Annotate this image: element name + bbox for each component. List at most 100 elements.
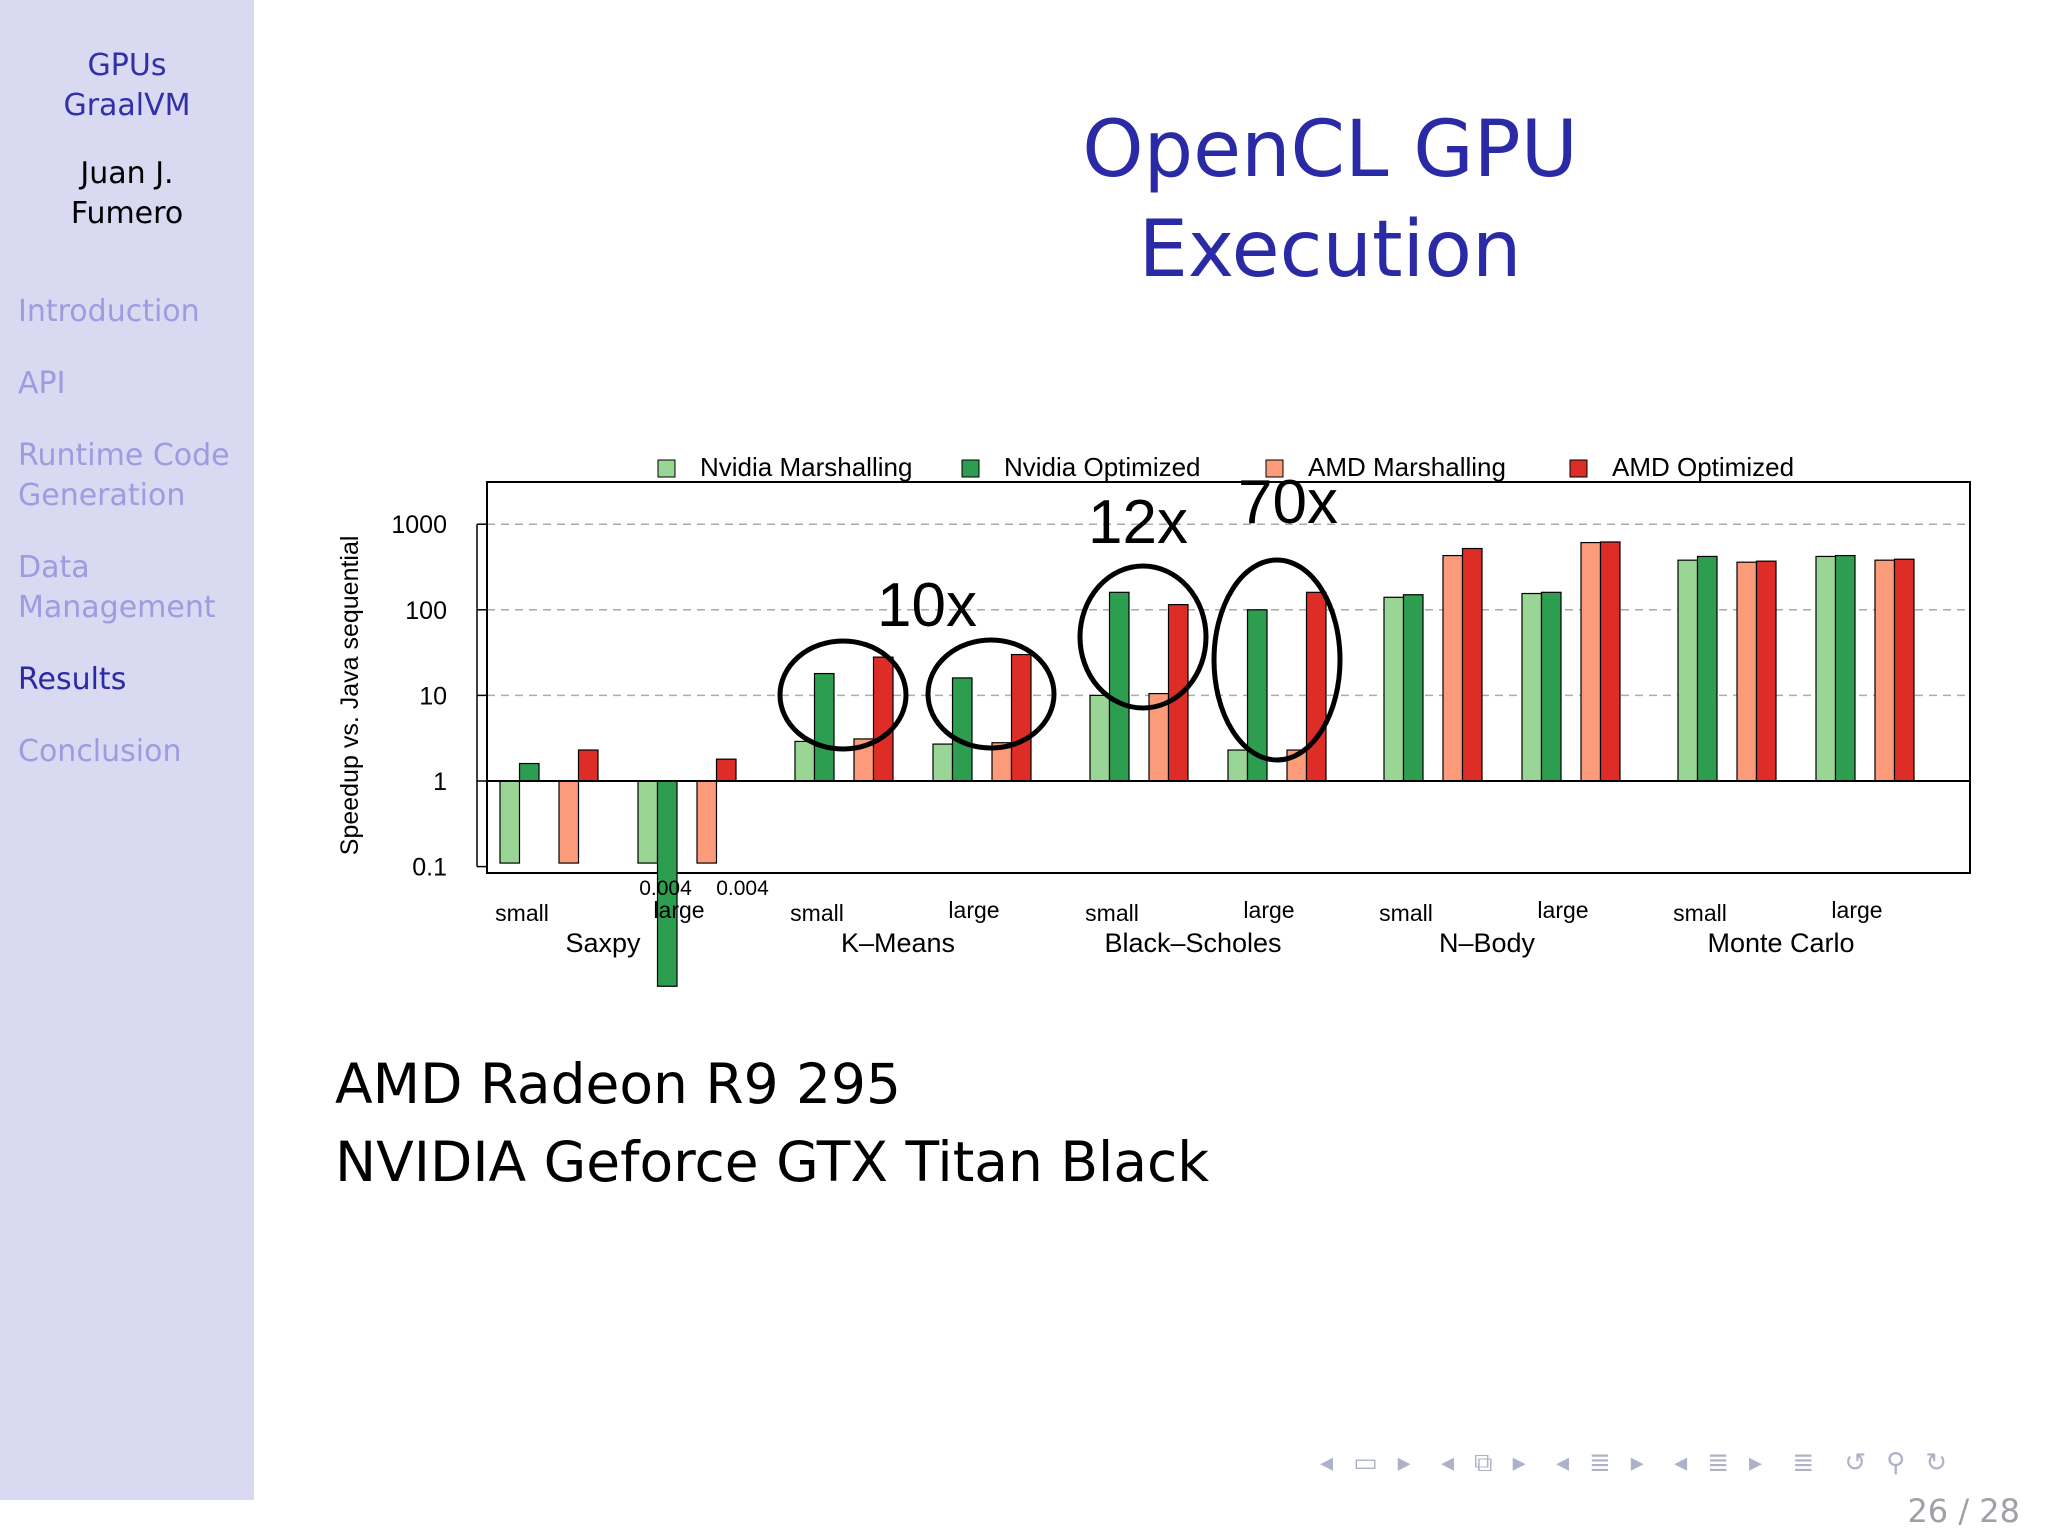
bar	[794, 740, 816, 782]
subsection-prev-icon[interactable]: ◂	[1440, 1448, 1457, 1478]
bar	[1010, 653, 1032, 782]
x-size-label: small	[1379, 900, 1433, 926]
bar	[1874, 559, 1896, 782]
bar-value-label: 0.004	[639, 877, 692, 900]
y-tick-label: 10	[419, 682, 447, 710]
bar	[1815, 555, 1837, 782]
bar	[637, 780, 659, 864]
x-group-label: K–Means	[841, 928, 955, 958]
x-size-label: small	[1085, 900, 1139, 926]
sidebar: GPUs GraalVM Juan J. Fumero Introduction…	[0, 0, 254, 1500]
annotation-label: 12x	[1088, 488, 1188, 557]
x-group-label: N–Body	[1439, 928, 1536, 958]
x-size-label: large	[1243, 897, 1294, 923]
page-number: 26 / 28	[1907, 1492, 2020, 1530]
y-axis-label: Speedup vs. Java sequential	[336, 536, 364, 856]
frame-prev-icon[interactable]: ◂	[1320, 1448, 1336, 1478]
gpu-line-nvidia: NVIDIA Geforce GTX Titan Black	[335, 1130, 1210, 1194]
title-line: GPUs	[87, 48, 167, 83]
bar	[1227, 749, 1249, 782]
bar	[1736, 561, 1758, 782]
x-group-label: Black–Scholes	[1104, 928, 1281, 958]
toc-next-icon[interactable]: ▸	[1748, 1448, 1765, 1478]
gpu-line-amd: AMD Radeon R9 295	[335, 1052, 902, 1116]
nav-item-data-management[interactable]: Data Management	[18, 548, 216, 628]
x-size-label: large	[1537, 897, 1588, 923]
bar	[1580, 541, 1602, 782]
presentation-title[interactable]: GPUs GraalVM	[0, 46, 254, 126]
toc-icon[interactable]: ≣	[1707, 1448, 1731, 1478]
y-tick-label: 0.1	[412, 854, 447, 882]
align-icon[interactable]: ≣	[1792, 1448, 1817, 1478]
bar-value-label: 0.004	[716, 877, 769, 900]
bar	[1834, 554, 1856, 782]
speedup-chart: Nvidia Marshalling Nvidia Optimized AMD Ma…	[336, 452, 1971, 987]
x-group-label: Saxpy	[565, 928, 641, 958]
nav-item-api[interactable]: API	[18, 366, 66, 401]
bar	[499, 780, 521, 864]
bar	[1305, 591, 1327, 782]
bar	[696, 780, 718, 864]
x-size-label: small	[790, 900, 844, 926]
x-group-label: Monte Carlo	[1707, 928, 1854, 958]
bar	[715, 758, 737, 782]
bar	[932, 743, 954, 782]
search-icon[interactable]: ⚲	[1886, 1448, 1908, 1478]
nav-item-conclusion[interactable]: Conclusion	[18, 734, 182, 769]
author-line: Juan J.	[80, 156, 174, 191]
highlight-circle	[1077, 563, 1209, 711]
bar	[1521, 592, 1543, 782]
bar	[1677, 559, 1699, 782]
x-size-label: large	[1831, 897, 1882, 923]
toc-prev-icon[interactable]: ◂	[1674, 1448, 1690, 1478]
legend-swatch	[1265, 459, 1284, 478]
subsection-icon[interactable]: ⧉	[1474, 1448, 1495, 1478]
y-tick-label: 1	[433, 768, 447, 796]
subsection-next-icon[interactable]: ▸	[1512, 1448, 1528, 1478]
bar	[1383, 596, 1405, 782]
nav-item-introduction[interactable]: Introduction	[18, 294, 200, 329]
legend-swatch	[961, 459, 980, 478]
nav-item-results[interactable]: Results	[18, 662, 127, 697]
nav-item-label: Management	[18, 590, 216, 625]
frame-next-icon[interactable]: ▸	[1397, 1448, 1413, 1478]
legend-label: AMD Optimized	[1612, 452, 1794, 482]
author-line: Fumero	[70, 196, 184, 231]
section-next-icon[interactable]: ▸	[1630, 1448, 1646, 1478]
nav-item-label: Generation	[18, 478, 186, 513]
frame-icon[interactable]: ▭	[1353, 1448, 1380, 1478]
nav-item-runtime-code-generation[interactable]: Runtime Code Generation	[18, 436, 230, 516]
gpu-list: AMD Radeon R9 295 NVIDIA Geforce GTX Tit…	[335, 1045, 1209, 1201]
legend-label: Nvidia Marshalling	[700, 452, 912, 482]
bar	[872, 656, 894, 782]
annotation-label: 10x	[877, 571, 977, 640]
bar	[1402, 594, 1424, 782]
legend-swatch	[1569, 459, 1588, 478]
beamer-navigation: ◂ ▭ ▸ ◂ ⧉ ▸ ◂ ≣ ▸ ◂ ≣ ▸ ≣ ↺ ⚲ ↻	[1320, 1448, 1967, 1479]
nav-item-label: Data	[18, 550, 90, 585]
bar	[558, 780, 580, 864]
highlight-circle	[925, 637, 1057, 751]
bar	[1696, 555, 1718, 782]
nav-item-label: Runtime Code	[18, 438, 230, 473]
section-icon[interactable]: ≣	[1589, 1448, 1613, 1478]
back-icon[interactable]: ↺	[1844, 1448, 1869, 1478]
forward-icon[interactable]: ↻	[1925, 1448, 1950, 1478]
legend-label: Nvidia Optimized	[1004, 452, 1201, 482]
y-tick-label: 100	[405, 597, 447, 625]
author-name: Juan J. Fumero	[0, 154, 254, 234]
bar	[518, 762, 540, 782]
bar	[1461, 547, 1483, 782]
legend-label: AMD Marshalling	[1308, 452, 1506, 482]
x-size-label: large	[653, 897, 704, 923]
x-size-label: large	[948, 897, 999, 923]
x-size-label: small	[495, 900, 549, 926]
section-prev-icon[interactable]: ◂	[1555, 1448, 1571, 1478]
slide-title: OpenCL GPU Execution	[1082, 105, 1578, 295]
bar	[1755, 560, 1777, 782]
x-size-label: small	[1673, 900, 1727, 926]
bar	[577, 749, 599, 782]
annotation-label: 70x	[1238, 468, 1338, 537]
highlight-circle	[1211, 557, 1343, 763]
bar	[1893, 558, 1915, 782]
